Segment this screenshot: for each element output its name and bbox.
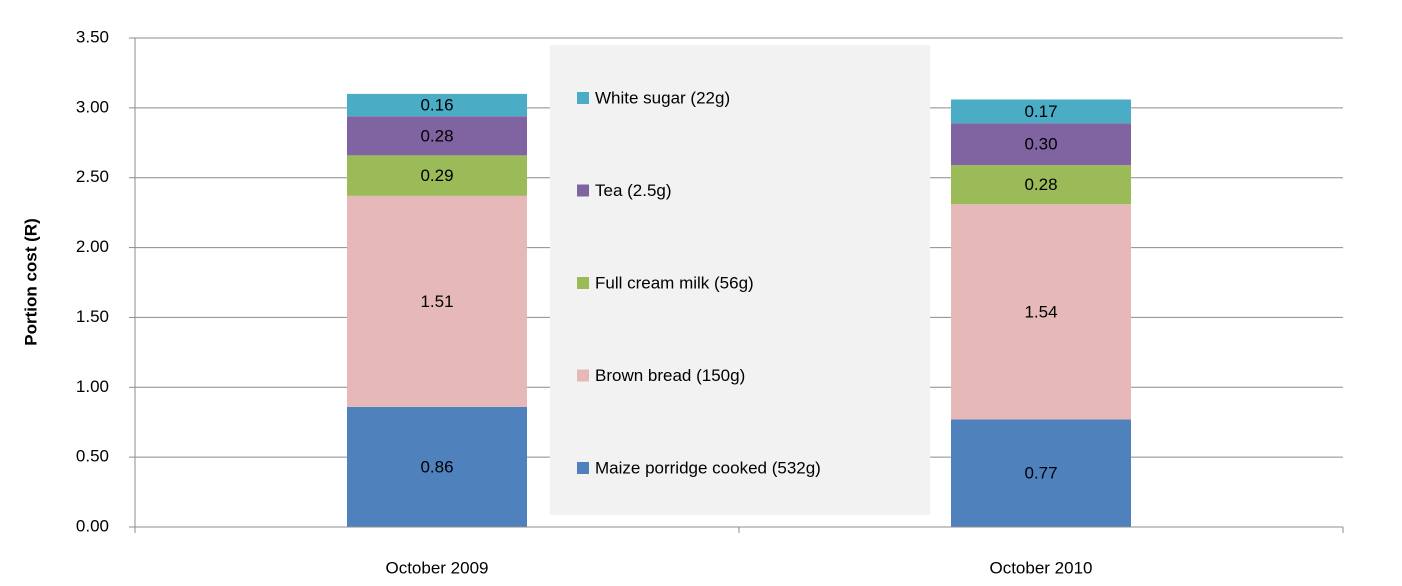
data-label: 0.28 [420,126,453,145]
bar-segment [951,419,1131,527]
y-axis-label: Portion cost (R) [21,218,40,346]
y-tick-label: 0.00 [76,516,109,535]
y-tick-label: 0.50 [76,447,109,466]
legend-label: Brown bread (150g) [595,366,745,385]
bar-segment [951,123,1131,166]
data-label: 0.30 [1024,135,1057,154]
x-tick-label: October 2009 [385,558,488,577]
data-label: 0.29 [420,166,453,185]
y-tick-label: 2.00 [76,237,109,256]
y-tick-label: 1.00 [76,377,109,396]
bar-segment [347,116,527,156]
legend-swatch [577,184,589,197]
y-tick-label: 1.50 [76,307,109,326]
bar-segment [951,165,1131,205]
data-label: 1.54 [1024,302,1057,321]
legend-label: White sugar (22g) [595,88,730,107]
y-tick-label: 3.00 [76,97,109,116]
x-tick-label: October 2010 [989,558,1092,577]
legend-swatch [577,369,589,382]
legend-label: Maize porridge cooked (532g) [595,458,821,477]
legend-label: Full cream milk (56g) [595,273,754,292]
legend-swatch [577,277,589,289]
legend-label: Tea (2.5g) [595,181,672,200]
bar-segment [347,195,527,407]
bar-segment [347,406,527,527]
data-label: 0.28 [1024,175,1057,194]
legend-swatch [577,462,589,474]
y-tick-label: 2.50 [76,167,109,186]
data-label: 0.77 [1024,464,1057,483]
legend-swatch [577,92,589,104]
bar-segment [347,155,527,196]
data-label: 0.16 [420,96,453,115]
bar-segment [951,204,1131,420]
bar-segment [347,93,527,117]
data-label: 0.17 [1024,102,1057,121]
data-label: 0.86 [420,457,453,476]
bar-segment [951,99,1131,124]
y-tick-label: 3.50 [76,27,109,46]
legend-box [550,45,930,515]
data-label: 1.51 [420,292,453,311]
